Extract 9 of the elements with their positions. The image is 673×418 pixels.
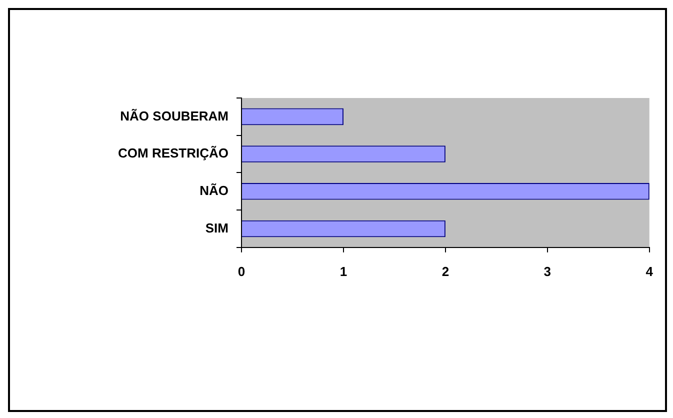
y-tick-label: SIM bbox=[205, 220, 228, 236]
y-tick-label: NÃO SOUBERAM bbox=[120, 108, 228, 124]
x-tick-label: 1 bbox=[340, 264, 348, 279]
y-tick-label: NÃO bbox=[200, 182, 228, 198]
x-tick-label: 0 bbox=[238, 264, 246, 279]
x-tick-label: 4 bbox=[646, 264, 654, 279]
x-tick-label: 2 bbox=[442, 264, 450, 279]
y-tick-label: COM RESTRIÇÃO bbox=[118, 146, 228, 161]
x-tick-label: 3 bbox=[544, 264, 552, 279]
